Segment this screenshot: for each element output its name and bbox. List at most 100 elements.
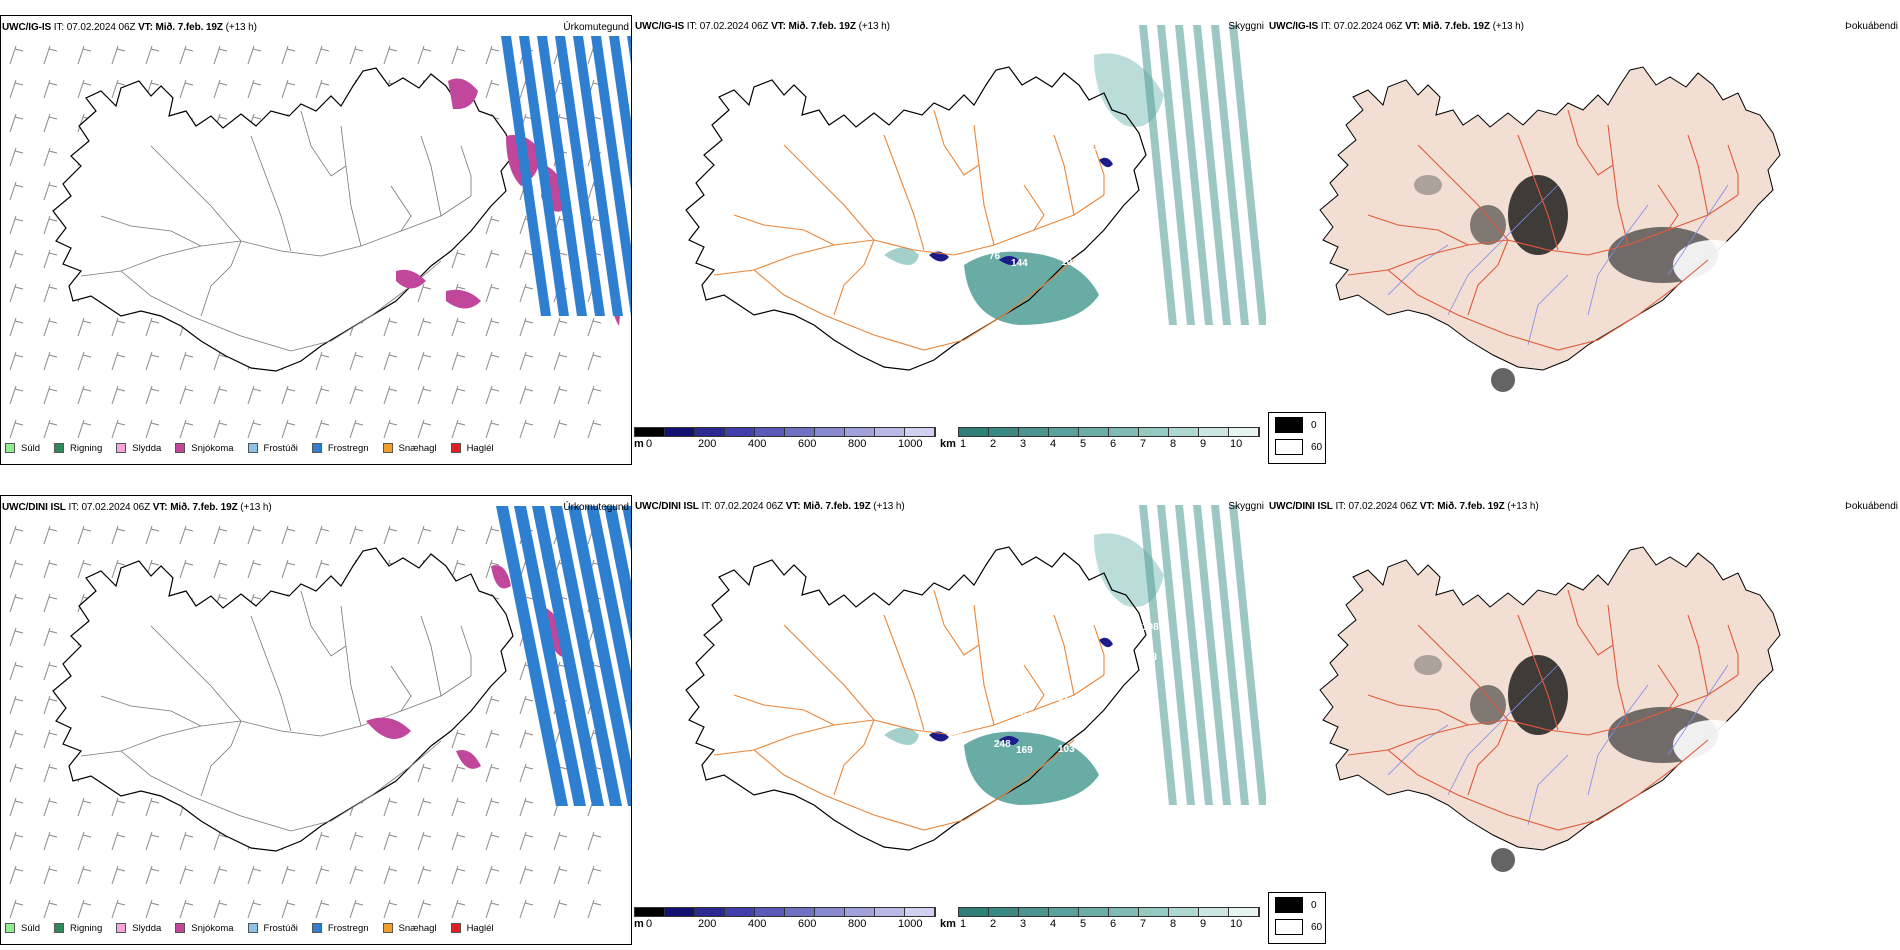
legend-label: Rigning: [70, 922, 103, 934]
visibility-band: [1157, 505, 1195, 805]
visibility-area: [964, 251, 1099, 325]
wind-barb-feather: [218, 388, 228, 392]
wind-barb-feather: [14, 664, 24, 668]
freezing-rain-band: [591, 36, 631, 316]
wind-barb-feather: [116, 354, 126, 358]
parameter-title: Þokuábendi: [1845, 21, 1898, 32]
fog-legend-swatch: [1275, 897, 1303, 913]
colorbar-tick: 800: [848, 438, 867, 450]
roads: [80, 110, 472, 352]
wind-barb-feather: [388, 868, 398, 872]
wind-barb-feather: [116, 388, 126, 392]
colorbar-cell: [1109, 428, 1139, 436]
road-line: [713, 674, 1105, 756]
legend-label: Haglél: [466, 442, 494, 454]
it-value: 07.02.2024 06Z: [1348, 501, 1418, 512]
colorbar-tick: 600: [798, 438, 817, 450]
visibility-map-top: 102 66 112 144 104 134 76 UWC/IG-IS IT: 07.02.…: [634, 15, 1266, 465]
colorbar-tick: 2: [990, 918, 997, 930]
wind-barb-feather: [14, 218, 24, 222]
road-line: [1053, 614, 1075, 696]
wind-barb-feather: [592, 320, 602, 324]
road-line: [1657, 184, 1679, 231]
model-name: UWC/DINI ISL: [1269, 501, 1333, 512]
visibility-value-label: 169: [1016, 745, 1033, 756]
visibility-map-bottom: 108 33 98 113 297 101 169 103 136 248 UWC/DINI IS…: [634, 495, 1266, 945]
wind-barb-feather: [388, 388, 398, 392]
colorbar-cell: [959, 908, 989, 916]
wind-barb-feather: [456, 732, 466, 736]
wind-barb-feather: [286, 528, 296, 532]
wind-barb-feather: [116, 868, 126, 872]
legend-swatch: [382, 923, 393, 933]
freezing-rain-band: [514, 506, 586, 806]
colorbar-tick: 1: [960, 438, 967, 450]
visibility-band: [1175, 505, 1213, 805]
wind-barb-feather: [422, 834, 432, 838]
road-line: [340, 125, 362, 247]
wind-barb-feather: [456, 320, 466, 324]
wind-barb-feather: [558, 116, 568, 120]
road-line: [1687, 134, 1709, 216]
road-line: [250, 615, 292, 732]
visibility-area: [884, 247, 919, 265]
wind-barb-feather: [184, 354, 194, 358]
wind-barb-feather: [48, 698, 58, 702]
colorbar-tick: 200: [698, 918, 717, 930]
wind-barb-feather: [286, 388, 296, 392]
wind-barb-feather: [14, 82, 24, 86]
legend-label: Slydda: [132, 922, 162, 934]
freezing-rain-bands: [501, 36, 631, 316]
road-line: [120, 260, 442, 352]
colorbar-tick: 5: [1080, 438, 1087, 450]
wind-barb-feather: [48, 252, 58, 256]
wind-barb-feather: [14, 630, 24, 634]
wind-barb-feather: [456, 528, 466, 532]
it-value: 07.02.2024 06Z: [1333, 21, 1403, 32]
road-line: [1023, 184, 1045, 231]
river-line: [1387, 724, 1449, 776]
low-visibility-area: [1099, 637, 1113, 648]
fog-area: [1491, 848, 1515, 872]
freezing-rain-bands: [496, 506, 631, 806]
fog-legend-label: 0: [1311, 419, 1317, 431]
wind-barb-feather: [558, 868, 568, 872]
wind-barb-feather: [184, 48, 194, 52]
legend-label: Frostúði: [263, 442, 298, 454]
colorbar-tick: 3: [1020, 918, 1027, 930]
legend-item: Snæhagl: [382, 443, 437, 454]
visibility-value-label: 108: [1142, 622, 1159, 633]
visibility-area: [964, 731, 1099, 805]
legend-swatch: [247, 443, 258, 453]
wind-barb-feather: [592, 868, 602, 872]
panel-header: UWC/DINI ISL IT: 07.02.2024 06Z VT: Mið.…: [635, 501, 905, 512]
colorbar-cell: [1229, 908, 1259, 916]
road-line: [883, 134, 925, 251]
river-line: [1387, 244, 1449, 296]
colorbar-cell: [1079, 908, 1109, 916]
wind-barb-feather: [14, 184, 24, 188]
iceland-coastline: [52, 67, 514, 372]
road-line: [883, 614, 925, 731]
wind-barb-feather: [422, 766, 432, 770]
wind-barb-feather: [558, 354, 568, 358]
colorbar-tick: 200: [698, 438, 717, 450]
road-line: [1657, 664, 1679, 711]
wind-barb-feather: [14, 562, 24, 566]
vt-value: Mið. 7.feb. 19Z: [803, 501, 871, 512]
visibility-value-label: 113: [946, 727, 963, 738]
roads: [80, 590, 472, 832]
legend-item: Haglél: [450, 442, 494, 454]
wind-barb-feather: [14, 116, 24, 120]
road-line: [973, 124, 995, 246]
freezing-rain-band: [586, 506, 631, 731]
it-label: IT:: [701, 501, 712, 512]
colorbar-cell: [725, 908, 755, 916]
low-visibility-area: [999, 256, 1019, 265]
river-line: [1527, 754, 1569, 826]
legend-item: Súld: [5, 443, 40, 454]
wind-barb-feather: [150, 800, 160, 804]
road-line: [783, 624, 875, 721]
wind-barb-feather: [184, 388, 194, 392]
wind-barb-feather: [490, 48, 500, 52]
